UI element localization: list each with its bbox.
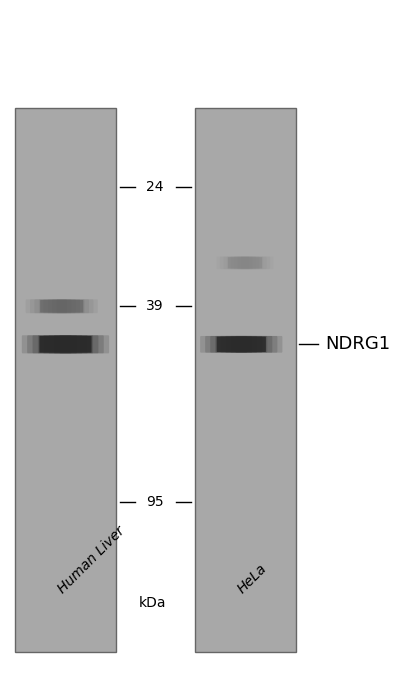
FancyBboxPatch shape <box>59 335 71 353</box>
FancyBboxPatch shape <box>26 299 98 313</box>
FancyBboxPatch shape <box>217 337 266 352</box>
FancyBboxPatch shape <box>215 336 267 353</box>
FancyBboxPatch shape <box>48 299 76 313</box>
FancyBboxPatch shape <box>205 336 277 353</box>
FancyBboxPatch shape <box>241 256 249 269</box>
FancyBboxPatch shape <box>237 256 253 269</box>
Text: kDa: kDa <box>138 596 166 610</box>
FancyBboxPatch shape <box>57 299 67 313</box>
FancyBboxPatch shape <box>43 335 88 353</box>
FancyBboxPatch shape <box>39 299 85 313</box>
Text: HeLa: HeLa <box>235 561 270 596</box>
FancyBboxPatch shape <box>200 336 282 353</box>
FancyBboxPatch shape <box>217 256 274 269</box>
FancyBboxPatch shape <box>34 299 89 313</box>
Text: 24: 24 <box>146 180 164 194</box>
FancyBboxPatch shape <box>228 257 262 268</box>
FancyBboxPatch shape <box>230 256 260 269</box>
Text: NDRG1: NDRG1 <box>326 335 391 353</box>
FancyBboxPatch shape <box>231 336 252 353</box>
FancyBboxPatch shape <box>27 335 104 353</box>
FancyBboxPatch shape <box>40 336 92 353</box>
FancyBboxPatch shape <box>223 256 267 269</box>
Bar <box>195 108 296 652</box>
Text: 39: 39 <box>146 299 164 313</box>
FancyBboxPatch shape <box>220 336 262 353</box>
FancyBboxPatch shape <box>43 299 80 313</box>
FancyBboxPatch shape <box>30 299 93 313</box>
Text: 95: 95 <box>146 495 164 509</box>
FancyBboxPatch shape <box>210 336 273 353</box>
FancyBboxPatch shape <box>227 256 263 269</box>
FancyBboxPatch shape <box>33 335 99 353</box>
FancyBboxPatch shape <box>225 336 257 353</box>
FancyBboxPatch shape <box>235 336 247 353</box>
FancyBboxPatch shape <box>54 335 77 353</box>
FancyBboxPatch shape <box>234 256 256 269</box>
Text: Human Liver: Human Liver <box>55 523 128 596</box>
FancyBboxPatch shape <box>52 299 71 313</box>
FancyBboxPatch shape <box>220 256 270 269</box>
FancyBboxPatch shape <box>38 335 93 353</box>
FancyBboxPatch shape <box>22 335 109 353</box>
Bar <box>15 108 116 652</box>
FancyBboxPatch shape <box>49 335 82 353</box>
FancyBboxPatch shape <box>40 300 83 312</box>
